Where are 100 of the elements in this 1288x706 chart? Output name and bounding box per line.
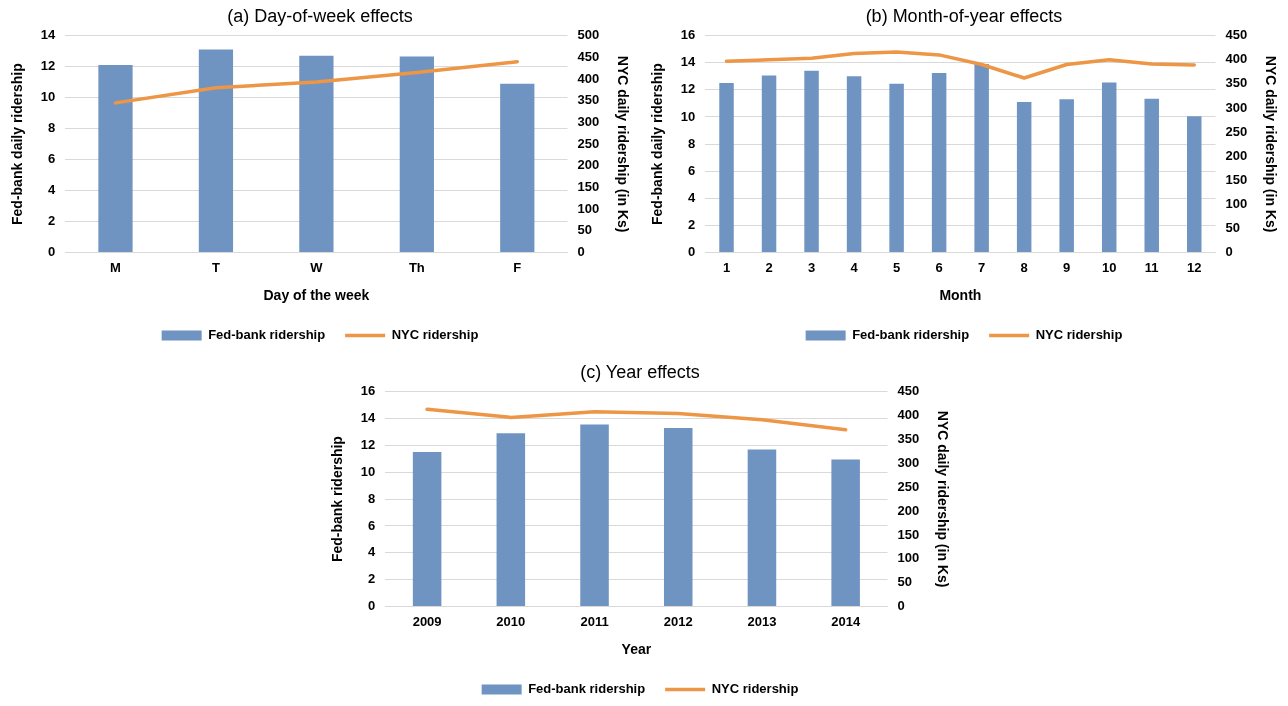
x-tick-label: 12 (1187, 259, 1202, 275)
y2-tick-label: 450 (577, 48, 600, 64)
y-tick-label: 10 (360, 463, 376, 479)
y-tick-label: 6 (688, 162, 696, 178)
y2-tick-label: 50 (1225, 220, 1240, 236)
y-tick-label: 16 (360, 383, 376, 399)
y-tick-label: 0 (368, 598, 376, 614)
y2-tick-label: 300 (897, 454, 920, 470)
x-tick-label: 2 (765, 259, 773, 275)
bar (98, 65, 133, 253)
y2-tick-label: 200 (577, 157, 600, 173)
bar (804, 70, 819, 253)
y-tick-label: 12 (360, 436, 376, 452)
x-tick-label: 7 (978, 259, 986, 275)
bar (931, 72, 947, 253)
y2-tick-label: 250 (577, 135, 600, 151)
y-tick-label: 14 (360, 410, 377, 426)
bar (496, 433, 526, 607)
y2-axis-title: NYC daily ridership (in Ks) (614, 55, 631, 233)
x-tick-label: 3 (807, 259, 816, 275)
y-axis-title: Fed-bank daily ridership (9, 63, 26, 226)
bar (299, 55, 334, 253)
x-tick-label: 8 (1020, 259, 1028, 275)
x-tick-label: 10 (1101, 259, 1117, 275)
bar (399, 56, 434, 253)
y2-tick-label: 200 (897, 502, 920, 518)
bar (761, 75, 777, 253)
x-tick-label: 2011 (580, 613, 609, 629)
y2-tick-label: 450 (1225, 27, 1248, 43)
y-tick-label: 16 (680, 27, 696, 43)
bar (580, 424, 609, 607)
x-tick-label: 6 (935, 259, 943, 275)
bar (198, 49, 234, 253)
x-tick-label: 1 (722, 259, 731, 275)
y-tick-label: 0 (688, 244, 696, 260)
legend-label: NYC ridership (711, 681, 799, 697)
y2-tick-label: 250 (1225, 123, 1248, 139)
y2-tick-label: 50 (577, 222, 592, 238)
y2-tick-label: 350 (897, 430, 920, 446)
x-tick-label: Th (408, 259, 425, 275)
x-tick-label: 4 (850, 259, 859, 275)
chart-title: (a) Day-of-week effects (227, 5, 413, 26)
y2-tick-label: 300 (1225, 99, 1248, 115)
bar (1187, 116, 1202, 253)
x-tick-label: W (310, 259, 324, 275)
legend-label: Fed-bank ridership (528, 681, 646, 697)
x-tick-label: 2009 (412, 613, 442, 629)
bar (500, 83, 535, 253)
y-tick-label: 8 (368, 490, 376, 506)
x-tick-label: 2014 (831, 613, 861, 629)
y2-tick-label: 50 (897, 574, 912, 590)
y-tick-label: 2 (688, 217, 696, 233)
bar (889, 83, 904, 253)
y2-tick-label: 200 (1225, 147, 1248, 163)
y-tick-label: 8 (48, 120, 56, 136)
bar (846, 76, 862, 253)
y2-tick-label: 450 (897, 383, 920, 399)
y2-tick-label: 0 (1225, 244, 1233, 260)
y-tick-label: 10 (40, 89, 56, 105)
y2-tick-label: 350 (1225, 75, 1248, 91)
y-tick-label: 4 (688, 189, 697, 205)
x-axis-title: Year (621, 641, 652, 658)
bar (1101, 82, 1117, 253)
x-tick-label: M (110, 259, 121, 275)
y-tick-label: 6 (48, 151, 56, 167)
y-tick-label: 2 (368, 571, 376, 587)
bar (1016, 102, 1032, 253)
x-tick-label: 2010 (496, 613, 526, 629)
y-tick-label: 10 (680, 108, 696, 124)
x-tick-label: 9 (1063, 259, 1071, 275)
y2-axis-title: NYC daily ridership (in Ks) (1262, 55, 1279, 233)
y2-tick-label: 150 (1225, 171, 1248, 187)
y2-tick-label: 250 (897, 478, 920, 494)
y2-tick-label: 400 (1225, 51, 1248, 67)
legend-label: NYC ridership (391, 327, 479, 343)
y2-tick-label: 300 (577, 113, 600, 129)
x-tick-label: T (211, 259, 220, 275)
y-tick-label: 4 (368, 544, 377, 560)
y-tick-label: 6 (368, 517, 376, 533)
y-axis-title: Fed-bank daily ridership (649, 63, 666, 226)
x-tick-label: 5 (892, 259, 901, 275)
y-tick-label: 8 (688, 135, 696, 151)
y-tick-label: 14 (40, 27, 57, 43)
x-tick-label: 11 (1144, 259, 1159, 275)
y2-tick-label: 150 (897, 526, 920, 542)
chart-title: (c) Year effects (580, 361, 700, 382)
y2-tick-label: 150 (577, 179, 600, 195)
y-tick-label: 12 (680, 81, 696, 97)
bar (663, 427, 693, 607)
y-axis-title: Fed-bank ridership (329, 436, 346, 563)
y2-tick-label: 500 (577, 27, 600, 43)
y-tick-label: 0 (48, 244, 56, 260)
legend-label: Fed-bank ridership (852, 327, 970, 343)
y2-tick-label: 350 (577, 92, 600, 108)
y2-tick-label: 0 (577, 244, 585, 260)
y2-tick-label: 0 (897, 598, 905, 614)
bar (747, 449, 777, 607)
y-tick-label: 2 (48, 213, 56, 229)
y2-tick-label: 400 (577, 70, 600, 86)
y-tick-label: 4 (48, 182, 57, 198)
